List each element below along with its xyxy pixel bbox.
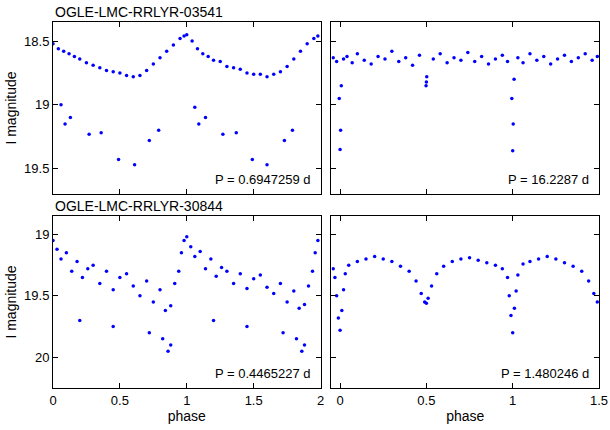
svg-text:2: 2 [317, 393, 324, 408]
svg-text:phase: phase [446, 408, 484, 424]
svg-text:1.5: 1.5 [245, 393, 263, 408]
svg-text:0.5: 0.5 [111, 393, 129, 408]
svg-text:20: 20 [35, 350, 49, 365]
svg-text:0.5: 0.5 [417, 393, 435, 408]
svg-text:OGLE-LMC-RRLYR-03541: OGLE-LMC-RRLYR-03541 [55, 4, 223, 20]
svg-text:I magnitude: I magnitude [3, 71, 19, 144]
svg-text:OGLE-LMC-RRLYR-30844: OGLE-LMC-RRLYR-30844 [55, 198, 223, 214]
svg-text:19.5: 19.5 [24, 288, 49, 303]
svg-text:1.5: 1.5 [590, 393, 608, 408]
svg-text:1: 1 [183, 393, 190, 408]
svg-text:19.5: 19.5 [24, 161, 49, 176]
svg-text:19: 19 [35, 97, 49, 112]
svg-text:0: 0 [49, 393, 56, 408]
svg-text:phase: phase [168, 408, 206, 424]
svg-text:P = 1.480246 d: P = 1.480246 d [501, 366, 589, 381]
svg-text:P = 0.6947259 d: P = 0.6947259 d [215, 172, 311, 187]
svg-text:19: 19 [35, 227, 49, 242]
svg-text:1: 1 [509, 393, 516, 408]
svg-text:P = 16.2287 d: P = 16.2287 d [508, 172, 589, 187]
svg-text:P = 0.4465227 d: P = 0.4465227 d [215, 366, 311, 381]
svg-text:18.5: 18.5 [24, 34, 49, 49]
svg-text:0: 0 [336, 393, 343, 408]
svg-text:I magnitude: I magnitude [3, 265, 19, 338]
